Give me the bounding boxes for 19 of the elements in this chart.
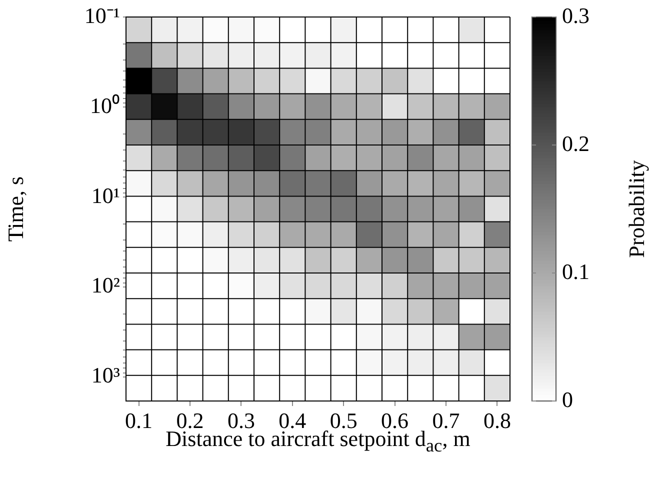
y-tick-label: 10⁻¹: [84, 2, 120, 28]
x-tick-label: 0.4: [278, 408, 306, 433]
x-tick-label: 0.5: [330, 408, 358, 433]
color-bar-label: 0.1: [562, 258, 590, 284]
color-bar-label: 0.2: [562, 130, 590, 156]
y-axis-title: Time, s: [2, 176, 28, 242]
x-tick-label: 0.6: [381, 408, 409, 433]
x-tick-label: 0.7: [432, 408, 460, 433]
y-tick-label: 10²: [91, 272, 120, 298]
y-tick-label: 10³: [91, 362, 120, 388]
color-bar-title: Probability: [624, 160, 649, 258]
x-tick-label: 0.2: [176, 408, 204, 433]
color-bar-label: 0.3: [562, 2, 590, 28]
y-tick-label: 10⁰: [90, 92, 120, 118]
x-tick-label: 0.8: [483, 408, 511, 433]
color-bar-label: 0: [562, 386, 573, 412]
x-tick-label: 0.3: [227, 408, 255, 433]
x-tick-label: 0.1: [125, 408, 153, 433]
y-tick-label: 10¹: [91, 182, 120, 208]
